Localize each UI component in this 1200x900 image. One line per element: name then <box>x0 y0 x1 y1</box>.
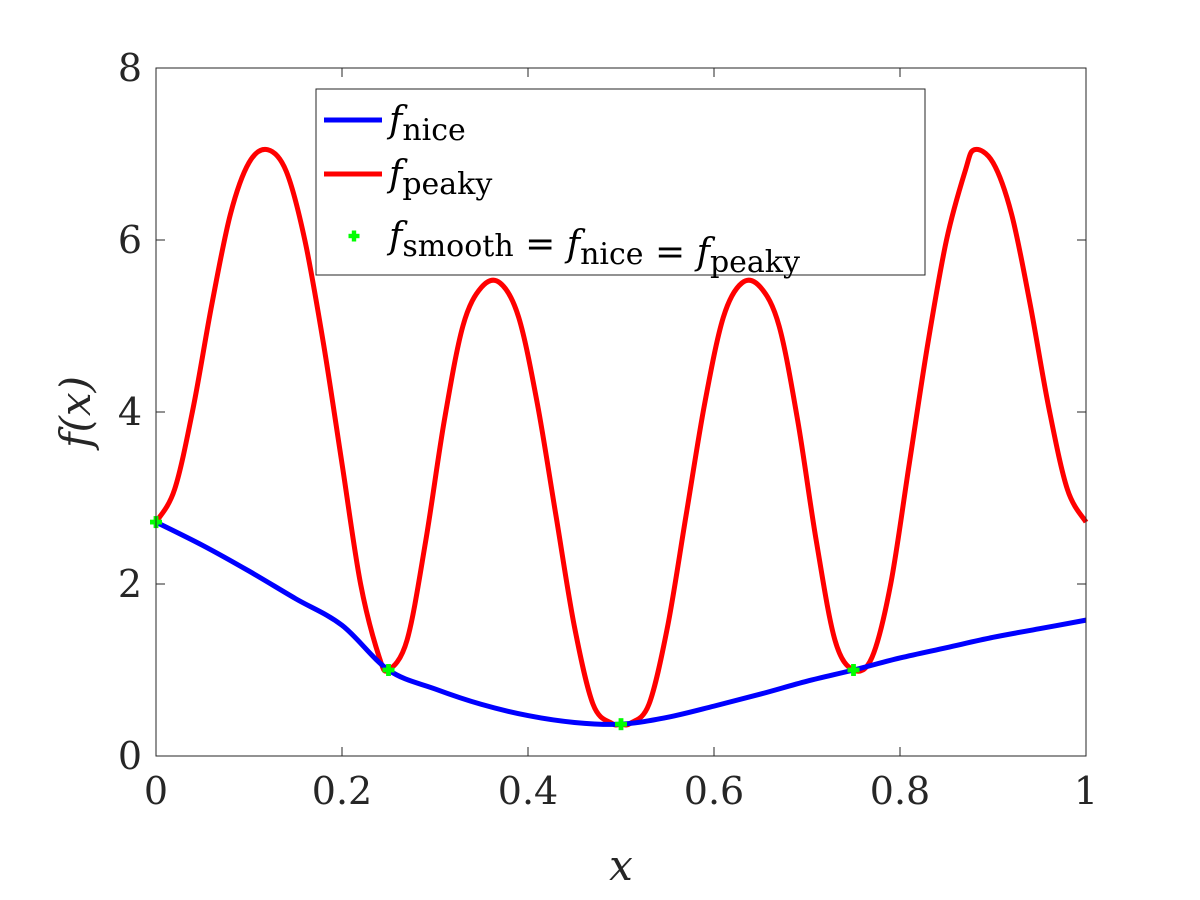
y-tick-label: 0 <box>118 734 142 778</box>
legend-box <box>315 88 926 276</box>
y-tick-label: 4 <box>118 390 142 434</box>
y-tick-label: 2 <box>118 562 142 606</box>
legend-item: fpeaky <box>324 154 492 202</box>
y-tick-label: 8 <box>118 46 142 90</box>
x-tick-label: 0.8 <box>870 769 930 813</box>
x-axis-label: x <box>609 841 633 890</box>
legend-label: fpeaky <box>386 154 492 202</box>
x-tick-label: 0.2 <box>312 769 372 813</box>
x-tick-label: 0.6 <box>684 769 744 813</box>
x-tick-label: 0.4 <box>498 769 558 813</box>
data-point-marker <box>847 664 860 676</box>
x-tick-label: 0 <box>144 769 168 813</box>
y-axis-label: f(x) <box>51 376 100 451</box>
data-point-marker <box>382 664 395 676</box>
tick-layer: 0 0.2 0.4 0.6 0.8 1 0 2 4 6 8 <box>118 46 1098 813</box>
legend-marker <box>348 230 360 242</box>
y-tick-label: 6 <box>118 218 142 262</box>
x-tick-label: 1 <box>1074 769 1098 813</box>
data-point-marker <box>615 718 627 731</box>
